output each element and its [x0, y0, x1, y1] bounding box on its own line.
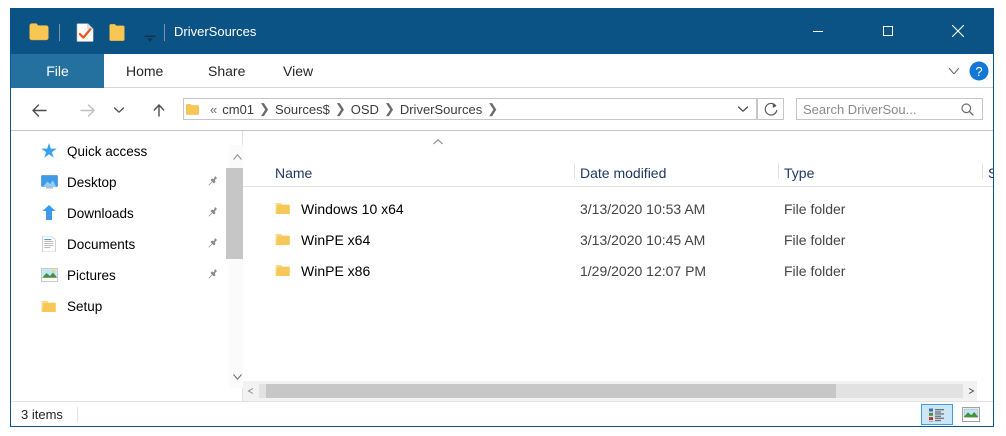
svg-text:?: ?: [975, 64, 982, 79]
